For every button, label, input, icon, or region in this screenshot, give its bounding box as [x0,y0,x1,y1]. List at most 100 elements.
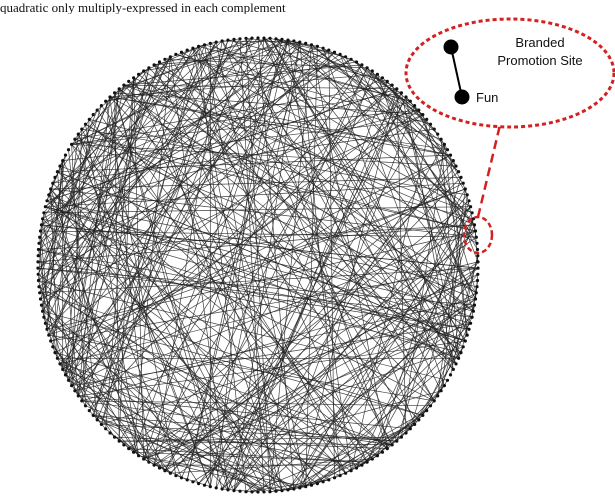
network-edge [143,322,471,460]
network-node [472,223,477,227]
network-edge [170,458,373,474]
network-edge [281,39,402,94]
network-node [354,60,359,64]
network-node [226,38,230,42]
network-edge [269,38,457,365]
network-edge [52,134,79,347]
network-edge [433,128,466,190]
network-edge [71,144,253,493]
network-edge [85,405,300,489]
network-edge [78,133,476,232]
network-edge [475,274,479,293]
network-edge [133,273,478,453]
network-node [36,254,40,258]
network-edge [46,200,478,288]
network-node [91,113,95,117]
node-b-icon [454,89,470,105]
network-node [108,431,112,435]
network-node [439,137,443,141]
network-node [408,99,412,103]
network-node [292,39,296,43]
network-node [238,489,242,493]
network-node [37,241,41,245]
network-node [476,272,480,276]
network-node [58,362,62,366]
network-node [256,490,260,494]
network-node [99,422,103,426]
network-node [42,315,46,319]
network-edge [92,44,205,416]
network-edge [114,92,229,490]
network-node [428,404,433,408]
network-node [417,418,421,422]
network-node [61,367,65,371]
network-edge [118,64,363,442]
network-node [274,489,278,493]
network-edge [45,322,393,446]
network-edge [263,37,415,425]
network-edge [287,486,306,491]
network-node [445,148,450,152]
network-node [117,87,121,91]
network-edge [71,70,144,145]
network-edge [221,40,398,442]
network-node [463,339,467,343]
network-node [404,95,408,99]
network-edge [198,230,476,484]
network-node [315,482,319,486]
network-node [49,339,53,343]
network-node [349,57,353,61]
network-node [476,260,480,264]
network-edge [57,39,283,359]
network-edge [71,144,86,406]
network-node [202,43,207,47]
network-node [127,447,131,451]
network-node [457,170,461,174]
network-node [70,142,74,146]
network-node [38,235,42,239]
network-node [220,39,224,43]
network-node [174,474,178,478]
network-edge [460,292,477,353]
network-edge [71,322,471,386]
network-node [404,431,408,435]
network-edge [159,61,474,312]
network-edge [68,379,265,493]
network-node [321,46,325,50]
network-edge [43,56,171,214]
network-node [274,37,278,41]
network-edge [128,81,474,312]
network-edge [38,39,283,281]
network-edge [42,218,306,487]
network-edge [37,274,330,481]
network-node [475,278,480,283]
network-edge [65,41,301,376]
network-edge [37,267,475,306]
network-node [179,476,184,480]
network-node [360,463,364,467]
network-node [66,378,71,382]
network-node [39,223,44,227]
network-node [476,266,480,270]
network-node [147,66,151,70]
network-edge [317,424,415,484]
network-edge [93,415,362,466]
network-node [463,187,467,191]
network-node [472,303,477,307]
network-edge [68,154,451,381]
node-a-label-line2: Promotion Site [497,53,582,68]
network-edge [52,128,435,184]
network-edge [41,37,253,226]
network-edge [175,54,442,140]
network-edge [38,46,318,250]
network-node [38,291,42,295]
network-node [425,409,429,413]
network-edge [198,46,411,102]
network-node [327,478,331,482]
network-node [475,285,479,289]
network-edge [257,37,457,365]
network-edge [221,206,471,490]
network-node [469,205,473,209]
network-edge [198,41,217,47]
network-edge [45,56,171,324]
